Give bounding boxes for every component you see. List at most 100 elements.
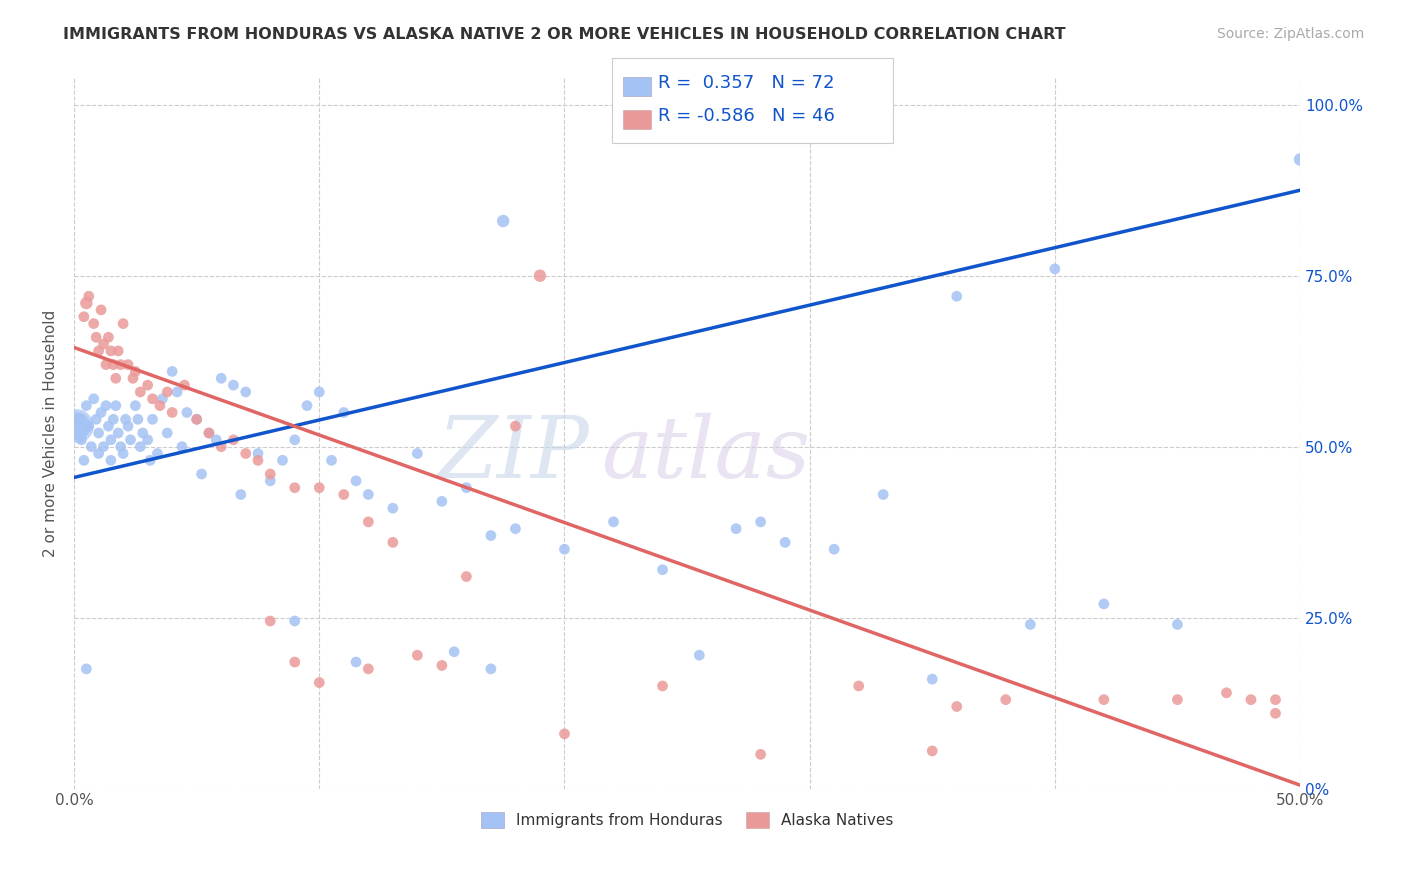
Point (136, 433, 159, 447)
Point (259, 467, 281, 481)
Point (1289, 153, 1312, 167)
Point (97, 330, 120, 344)
Point (430, 658, 453, 673)
Point (406, 648, 429, 663)
Point (112, 446, 135, 460)
Point (1215, 686, 1237, 700)
Point (73, 453, 96, 467)
Point (117, 419, 139, 434)
Point (70, 433, 93, 447)
Point (90, 302, 112, 317)
Point (651, 563, 673, 577)
Point (114, 412, 136, 426)
Point (120, 433, 142, 447)
Point (1264, 692, 1286, 706)
Point (160, 364, 183, 378)
Point (93, 440, 115, 454)
Point (142, 412, 165, 426)
Point (73, 310, 96, 324)
Point (381, 535, 404, 549)
Point (186, 412, 208, 426)
Point (124, 399, 146, 413)
Text: R = -0.586   N = 46: R = -0.586 N = 46 (658, 107, 835, 125)
Point (1092, 597, 1115, 611)
Point (149, 399, 172, 413)
Y-axis label: 2 or more Vehicles in Household: 2 or more Vehicles in Household (44, 310, 58, 557)
Point (136, 378, 159, 392)
Point (75, 399, 97, 413)
Point (1166, 692, 1188, 706)
Point (456, 481, 478, 495)
Point (112, 317, 135, 331)
Point (246, 446, 269, 460)
Point (160, 405, 183, 419)
Point (295, 399, 318, 413)
Point (107, 425, 129, 440)
Point (97, 419, 120, 434)
Point (773, 535, 796, 549)
Point (103, 412, 125, 426)
Point (725, 522, 748, 536)
Point (271, 453, 294, 467)
Point (104, 371, 127, 385)
Point (150, 392, 173, 406)
Point (100, 343, 122, 358)
Point (553, 542, 575, 557)
Point (84, 412, 107, 426)
Legend: Immigrants from Honduras, Alaska Natives: Immigrants from Honduras, Alaska Natives (475, 806, 900, 834)
Point (132, 425, 155, 440)
Point (994, 692, 1017, 706)
Point (90, 405, 112, 419)
Point (209, 440, 232, 454)
Point (284, 481, 307, 495)
Point (124, 364, 146, 378)
Point (100, 433, 122, 447)
Point (104, 399, 127, 413)
Point (176, 405, 198, 419)
Point (602, 515, 624, 529)
Point (107, 343, 129, 358)
Point (198, 425, 221, 440)
Point (357, 487, 380, 501)
Point (749, 515, 772, 529)
Text: Source: ZipAtlas.com: Source: ZipAtlas.com (1216, 27, 1364, 41)
Point (479, 528, 502, 542)
Point (492, 214, 515, 228)
Point (505, 522, 527, 536)
Point (308, 384, 330, 399)
Point (198, 425, 221, 440)
Point (83, 317, 105, 331)
Point (945, 699, 967, 714)
Point (209, 371, 232, 385)
Point (357, 515, 380, 529)
Point (87, 425, 110, 440)
Point (921, 744, 943, 758)
Point (259, 614, 281, 628)
Point (110, 358, 132, 372)
Point (344, 474, 367, 488)
Point (1043, 261, 1066, 276)
Point (1019, 617, 1042, 632)
Point (246, 453, 269, 467)
Point (166, 384, 188, 399)
Point (67, 412, 90, 426)
Point (1264, 706, 1286, 721)
Point (848, 679, 870, 693)
Point (139, 453, 162, 467)
Point (100, 453, 122, 467)
Point (173, 378, 195, 392)
Point (321, 453, 343, 467)
Point (344, 655, 367, 669)
Point (75, 296, 97, 310)
Point (229, 487, 252, 501)
Point (122, 371, 145, 385)
Point (308, 481, 330, 495)
Point (156, 425, 179, 440)
Point (773, 125, 796, 139)
Point (146, 446, 169, 460)
Point (479, 662, 502, 676)
Point (77, 419, 100, 434)
Point (284, 614, 307, 628)
Point (553, 727, 575, 741)
Point (333, 405, 356, 419)
